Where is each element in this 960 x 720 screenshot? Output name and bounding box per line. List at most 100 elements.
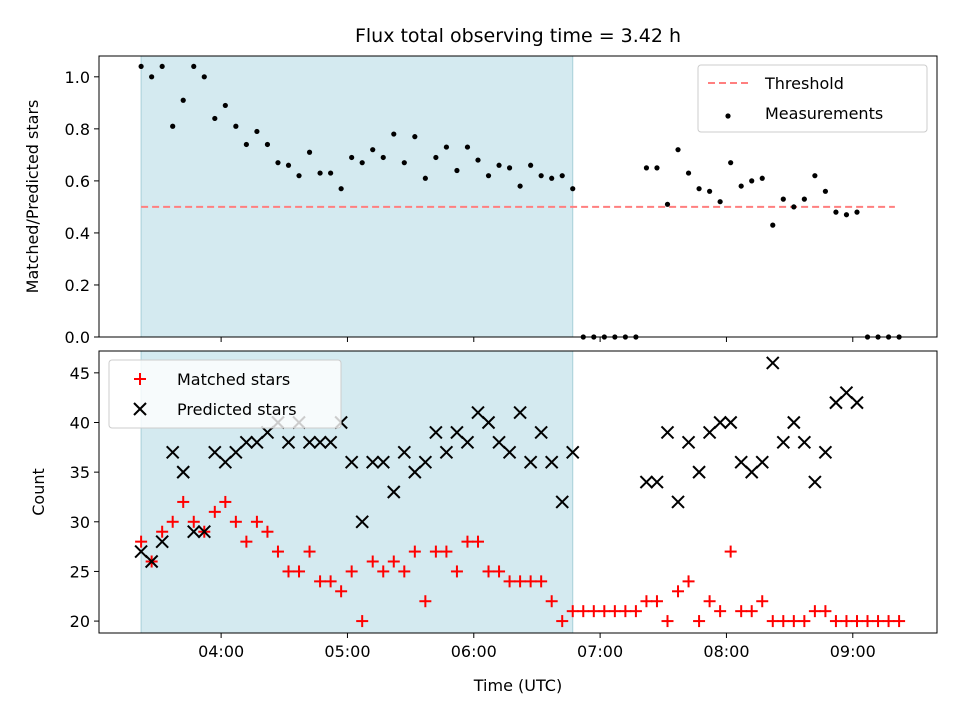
measurement-point: [570, 186, 576, 192]
chart-title: Flux total observing time = 3.42 h: [355, 25, 681, 47]
predicted-stars-point: [734, 455, 748, 469]
matched-stars-point: [724, 545, 737, 558]
matched-stars-point: [556, 615, 569, 628]
predicted-stars-point: [218, 455, 233, 469]
predicted-stars-point: [155, 534, 169, 549]
matched-stars-point: [661, 615, 674, 628]
matched-stars-point: [777, 615, 790, 628]
ratio-panel-x-ticks: [220, 337, 854, 342]
ratio-panel-shaded-span: [140, 55, 574, 338]
predicted-stars-point: [776, 435, 791, 450]
matched-stars-point: [819, 605, 832, 618]
predicted-stars-point: [397, 445, 412, 459]
measurement-point: [191, 63, 197, 70]
measurement-point: [201, 74, 207, 80]
measurement-point: [728, 160, 734, 166]
count-panel-legend-box: [108, 359, 342, 429]
measurement-point: [675, 147, 681, 153]
predicted-stars-point: [660, 425, 675, 440]
measurement-point: [685, 170, 692, 176]
ratio-panel: 0.0 0.2 0.4 0.6 0.8 1.0 Matched/Predicted sta…: [23, 55, 938, 347]
matched-stars-point: [882, 615, 895, 628]
matched-stars-point: [735, 605, 748, 618]
measurement-point: [306, 149, 313, 155]
matched-stars-point: [640, 595, 653, 608]
matched-stars-point: [808, 605, 821, 618]
ratio-panel-frame: [98, 55, 938, 338]
matched-stars-point: [566, 605, 579, 618]
measurement-point: [549, 175, 555, 181]
matched-stars-point: [703, 595, 716, 608]
predicted-stars-point: [650, 475, 664, 489]
matched-stars-point: [787, 615, 800, 628]
predicted-stars-point: [808, 475, 822, 489]
ratio-panel-legend-box: [697, 64, 928, 133]
matched-stars-point: [872, 615, 885, 628]
predicted-stars-point: [176, 465, 190, 479]
y-tick-label: 0.2: [65, 276, 90, 295]
y-tick-label: 25: [70, 562, 90, 581]
matched-stars-point: [377, 565, 390, 578]
predicted-stars-point: [144, 554, 159, 569]
predicted-stars-point: [829, 395, 843, 410]
y-tick-label: 0.4: [65, 224, 90, 243]
legend-measurements-label: Measurements: [765, 104, 883, 123]
measurement-point: [485, 173, 492, 179]
predicted-stars-point: [787, 415, 801, 430]
matched-stars-point: [629, 605, 642, 618]
measurement-point: [412, 134, 418, 140]
predicted-stars-point: [639, 475, 654, 489]
matched-stars-point: [324, 575, 337, 588]
matched-stars-point: [261, 525, 274, 538]
measurement-point: [391, 131, 397, 137]
predicted-stars-point: [281, 435, 296, 450]
measurement-point: [254, 128, 260, 135]
measurement-point: [370, 147, 376, 153]
matched-stars-point: [345, 565, 358, 578]
measurement-point: [696, 186, 702, 192]
matched-stars-point: [587, 605, 600, 618]
measurement-point: [770, 222, 776, 228]
predicted-stars-point: [134, 544, 148, 559]
measurement-point: [496, 162, 502, 168]
matched-stars-point: [693, 615, 706, 628]
measurement-point: [506, 165, 513, 171]
matched-stars-point: [219, 495, 232, 508]
y-tick-label: 30: [70, 513, 90, 532]
predicted-stars-point: [544, 455, 559, 469]
x-tick-label: 04:00: [198, 642, 244, 661]
predicted-stars-point: [766, 356, 780, 370]
predicted-stars-point: [797, 435, 812, 450]
count-panel-legend: Matched stars Predicted stars: [108, 359, 342, 429]
measurement-point: [707, 188, 713, 194]
measurement-point: [401, 160, 407, 166]
measurement-point: [528, 162, 534, 168]
predicted-stars-point: [502, 445, 517, 459]
predicted-stars-point: [229, 445, 243, 459]
matched-stars-point: [271, 545, 284, 558]
legend-measurements-swatch: [725, 113, 731, 119]
measurement-point: [749, 178, 755, 184]
x-tick-label: 09:00: [830, 642, 876, 661]
matched-stars-point: [524, 575, 537, 588]
predicted-stars-point: [745, 465, 759, 479]
matched-stars-point: [387, 555, 400, 568]
matched-stars-point: [177, 495, 190, 508]
matched-stars-point: [398, 565, 411, 578]
measurement-point: [791, 204, 797, 210]
matched-stars-point: [861, 615, 874, 628]
predicted-stars-point: [523, 455, 538, 469]
x-tick-label: 05:00: [324, 642, 370, 661]
legend-predicted-label: Predicted stars: [177, 400, 297, 419]
matched-stars-point: [314, 575, 327, 588]
matched-stars-point: [619, 605, 632, 618]
predicted-stars-point: [513, 405, 527, 420]
predicted-stars-point: [681, 435, 696, 450]
measurement-point: [233, 123, 239, 129]
predicted-stars-point: [344, 455, 359, 469]
x-axis-label: Time (UTC): [473, 676, 562, 695]
measurement-point: [538, 173, 544, 179]
matched-stars-point: [450, 565, 463, 578]
matched-stars-point: [408, 545, 421, 558]
predicted-stars-point: [555, 495, 569, 509]
